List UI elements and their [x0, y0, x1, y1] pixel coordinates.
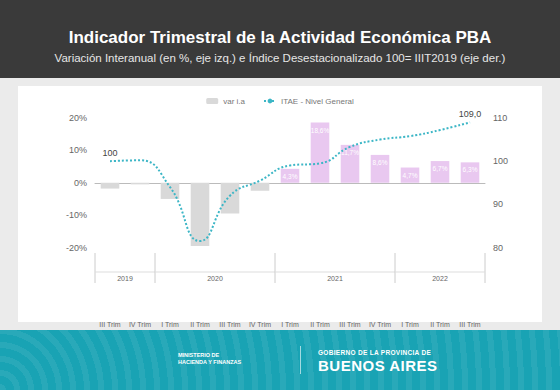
svg-text:III Trim: III Trim [339, 321, 361, 328]
svg-text:II Trim: II Trim [310, 321, 330, 328]
svg-text:100: 100 [102, 148, 117, 158]
svg-text:109,0: 109,0 [459, 109, 482, 119]
html-text:Indicador Trimestral de la Act: Indicador Trimestral de la Actividad Eco… [68, 28, 492, 47]
svg-text:2020: 2020 [207, 275, 223, 282]
svg-text:90: 90 [493, 199, 503, 209]
svg-text:III Trim: III Trim [219, 321, 241, 328]
svg-text:II Trim: II Trim [190, 321, 210, 328]
svg-text:6,7%: 6,7% [433, 165, 448, 172]
html-text:BUENOS AIRES: BUENOS AIRES [318, 357, 438, 374]
html-text:GOBIERNO DE LA PROVINCIA DE: GOBIERNO DE LA PROVINCIA DE [318, 349, 432, 356]
svg-text:III Trim: III Trim [459, 321, 481, 328]
svg-text:2022: 2022 [432, 275, 448, 282]
svg-text:ITAE - Nivel General: ITAE - Nivel General [281, 97, 354, 106]
svg-text:-20%: -20% [66, 243, 87, 253]
svg-text:11,7%: 11,7% [341, 149, 359, 156]
svg-text:4,3%: 4,3% [283, 173, 298, 180]
html-text:Variación Interanual (en %, ej: Variación Interanual (en %, eje izq.) e … [54, 52, 506, 64]
svg-text:-10%: -10% [66, 210, 87, 220]
svg-text:4,7%: 4,7% [403, 172, 418, 179]
svg-text:var i.a: var i.a [223, 97, 245, 106]
svg-text:10%: 10% [69, 145, 87, 155]
svg-text:6,3%: 6,3% [463, 166, 478, 173]
html-text:MINISTERIO DE HACIENDA Y FINAN: MINISTERIO DE HACIENDA Y FINANZAS [178, 352, 242, 365]
svg-text:2019: 2019 [117, 275, 133, 282]
svg-text:III Trim: III Trim [99, 321, 121, 328]
svg-text:0%: 0% [74, 178, 87, 188]
svg-text:2021: 2021 [327, 275, 343, 282]
svg-text:110: 110 [493, 113, 507, 123]
svg-text:8,6%: 8,6% [373, 159, 388, 166]
svg-text:20%: 20% [69, 113, 87, 123]
svg-text:I Trim: I Trim [161, 321, 179, 328]
svg-text:IV Trim: IV Trim [369, 321, 391, 328]
svg-text:IV Trim: IV Trim [129, 321, 151, 328]
svg-text:18,6%: 18,6% [311, 127, 330, 134]
svg-text:IV Trim: IV Trim [249, 321, 271, 328]
svg-text:I Trim: I Trim [281, 321, 299, 328]
svg-text:II Trim: II Trim [430, 321, 450, 328]
svg-text:100: 100 [493, 156, 508, 166]
svg-text:80: 80 [493, 243, 503, 253]
svg-text:I Trim: I Trim [401, 321, 419, 328]
